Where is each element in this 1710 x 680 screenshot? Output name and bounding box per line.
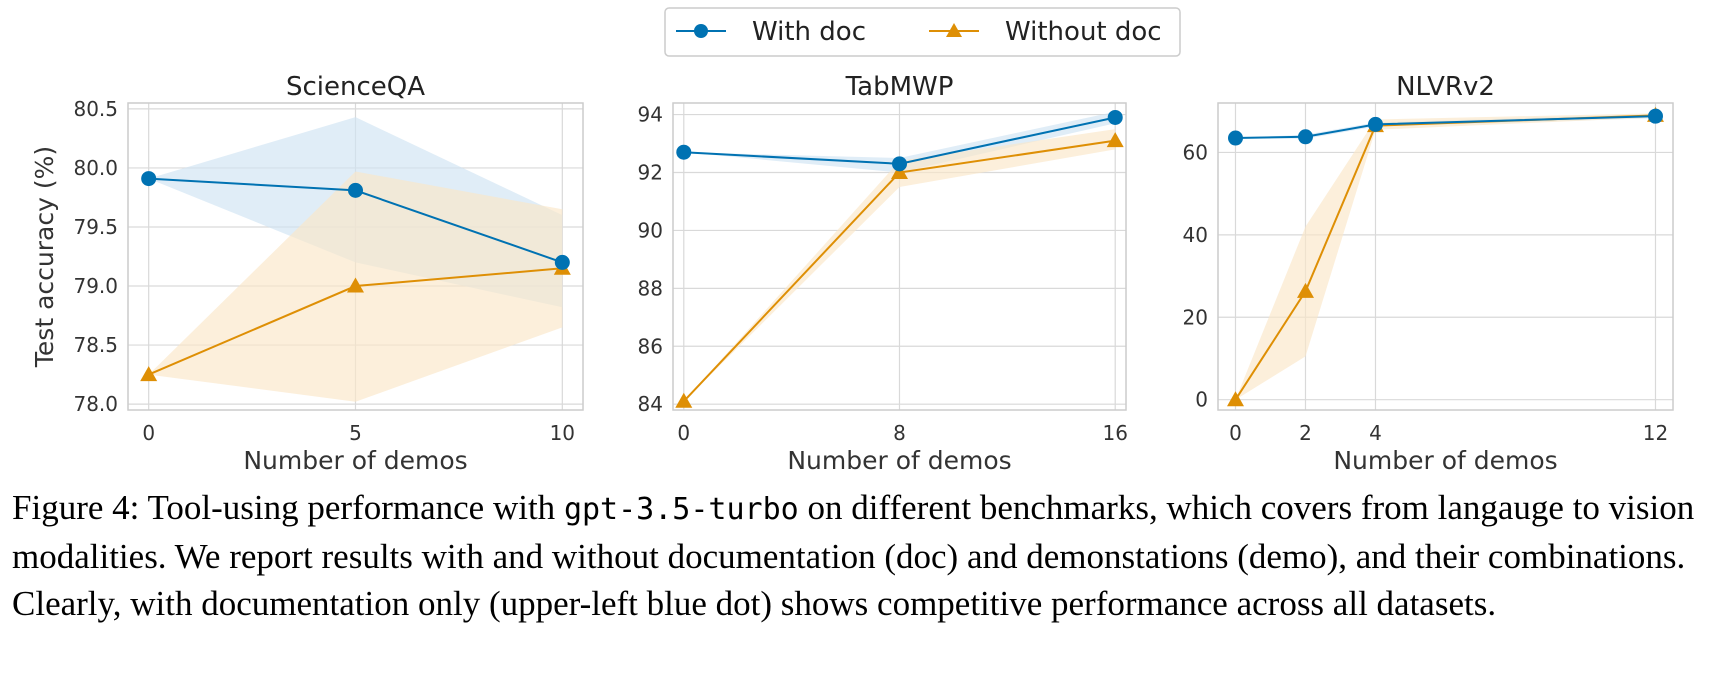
with-doc-point (1648, 108, 1663, 124)
legend-frame (664, 7, 1181, 57)
x-tick-label: 8 (893, 421, 906, 445)
with-doc-point (1228, 130, 1243, 146)
panel-scienceqa: 0 5 10 78.0 78.5 79.0 79.5 80.0 80.5 ScienceQA Num… (30, 72, 584, 470)
legend-without-doc-label: Without doc (1005, 17, 1162, 47)
legend: With doc Without doc (664, 7, 1181, 57)
panel-title: NLVRv2 (1396, 72, 1495, 102)
chart-canvas: With doc Without doc 0 5 10 78.0 78.5 79.0 79.… (30, 7, 1674, 470)
y-tick-label: 94 (638, 103, 663, 127)
caption-prefix: Figure 4: Tool-using performance with (12, 488, 564, 527)
y-tick-label: 79.5 (73, 215, 118, 239)
panel-title: TabMWP (845, 72, 954, 102)
y-axis-title: Test accuracy (%) (30, 146, 59, 368)
y-tick-label: 80.0 (73, 156, 118, 180)
x-tick-label: 16 (1102, 421, 1127, 445)
legend-with-doc-marker (694, 24, 708, 38)
caption-rest: on different benchmarks, which covers fr… (12, 488, 1695, 623)
x-tick-label: 0 (1229, 421, 1242, 445)
x-tick-label: 10 (550, 421, 575, 445)
without-doc-point (1297, 282, 1314, 298)
y-tick-label: 20 (1183, 305, 1208, 329)
x-axis-title: Number of demos (787, 446, 1011, 470)
legend-without-doc-marker (946, 23, 962, 37)
without-doc-point (1227, 391, 1244, 407)
y-tick-label: 84 (638, 392, 663, 416)
x-tick-label: 2 (1299, 421, 1312, 445)
y-tick-label: 86 (638, 334, 663, 358)
y-tick-label: 80.5 (73, 97, 118, 121)
caption-code: gpt-3.5-turbo (563, 492, 799, 527)
without-doc-point (347, 277, 364, 293)
plot-frame (672, 102, 1127, 411)
with-doc-point (1368, 116, 1383, 132)
x-axis-title: Number of demos (243, 446, 467, 470)
y-tick-label: 90 (638, 218, 663, 242)
without-doc-band (1235, 113, 1656, 400)
y-tick-label: 92 (638, 161, 663, 185)
panel-title: ScienceQA (286, 72, 425, 102)
y-tick-label: 88 (638, 276, 663, 300)
y-tick-label: 40 (1183, 223, 1208, 247)
y-tick-label: 0 (1195, 388, 1208, 412)
figure: With doc Without doc 0 5 10 78.0 78.5 79.0 79.… (30, 7, 1674, 470)
with-doc-point (1107, 109, 1123, 125)
panel-tabmwp: 0 8 16 84 86 88 90 92 94 TabMWP Number of demos (638, 72, 1128, 470)
x-tick-label: 0 (677, 421, 690, 445)
x-tick-label: 12 (1643, 421, 1668, 445)
figure-caption: Figure 4: Tool-using performance with gp… (12, 484, 1702, 627)
with-doc-point (892, 156, 907, 172)
without-doc-point (891, 164, 908, 180)
y-tick-label: 60 (1183, 140, 1208, 164)
x-tick-label: 5 (349, 421, 362, 445)
without-doc-point (1106, 132, 1124, 148)
y-tick-label: 78.5 (73, 333, 118, 357)
legend-with-doc-label: With doc (752, 17, 866, 47)
plot-frame (1217, 102, 1674, 411)
without-doc-band (683, 129, 1116, 402)
y-tick-label: 79.0 (73, 274, 118, 298)
x-axis-title: Number of demos (1333, 446, 1557, 470)
with-doc-point (348, 182, 363, 198)
with-doc-point (141, 171, 157, 187)
plot-frame (127, 102, 584, 411)
without-doc-point (140, 366, 158, 382)
with-doc-line (1235, 115, 1656, 140)
y-tick-label: 78.0 (73, 392, 118, 416)
x-tick-label: 4 (1369, 421, 1382, 445)
with-doc-point (676, 144, 692, 160)
x-tick-label: 0 (142, 421, 155, 445)
with-doc-point (554, 254, 570, 270)
with-doc-point (1298, 129, 1313, 145)
without-doc-point (675, 392, 693, 408)
